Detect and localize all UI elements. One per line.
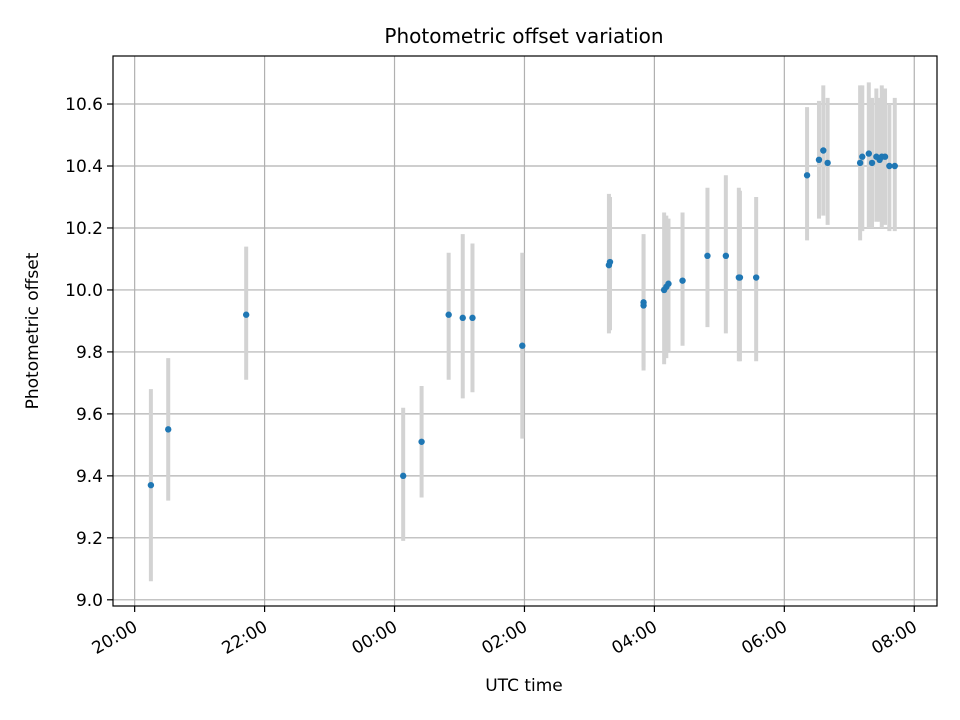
x-tick-label: 20:00: [89, 617, 141, 659]
y-tick-label: 9.6: [76, 405, 103, 425]
data-point: [242, 311, 250, 318]
grid: [113, 56, 937, 606]
y-axis-title: Photometric offset: [23, 252, 43, 409]
y-tick-label: 9.2: [76, 529, 103, 549]
data-point: [856, 159, 864, 167]
data-point: [868, 159, 876, 167]
data-point: [752, 274, 760, 281]
data-point: [469, 314, 476, 322]
y-tick-label: 9.4: [76, 467, 103, 487]
data-point: [736, 274, 744, 281]
data-point: [886, 162, 893, 170]
data-point: [859, 153, 866, 160]
x-tick-label: 04:00: [608, 617, 660, 659]
data-point: [824, 159, 831, 167]
x-tick-label: 00:00: [349, 617, 401, 659]
data-point: [640, 302, 647, 309]
data-point: [606, 258, 614, 266]
y-tick-label: 10.6: [65, 95, 103, 115]
data-point: [665, 280, 672, 287]
data-point: [679, 277, 686, 284]
y-tick-label: 10.0: [65, 281, 103, 301]
chart-title: Photometric offset variation: [384, 24, 663, 48]
data-points: [147, 147, 898, 489]
data-point: [881, 153, 889, 160]
data-point: [803, 172, 811, 179]
y-tick-label: 9.8: [76, 343, 103, 363]
x-tick-label: 08:00: [868, 617, 920, 659]
y-tick-label: 9.0: [76, 591, 103, 611]
data-point: [722, 252, 730, 260]
y-tick-label: 10.4: [65, 157, 103, 177]
data-point: [820, 147, 827, 154]
error-bars: [148, 82, 897, 582]
x-axis: 20:00 22:00 00:00 02:00 04:00 06:00 08:00: [89, 606, 921, 659]
data-point: [891, 162, 898, 170]
x-axis-title: UTC time: [485, 676, 563, 696]
data-point: [418, 438, 425, 445]
data-point: [399, 472, 407, 480]
y-tick-label: 10.2: [65, 219, 103, 239]
data-point: [815, 156, 823, 164]
data-point: [147, 481, 155, 489]
x-tick-label: 06:00: [738, 617, 790, 659]
data-point: [459, 314, 466, 322]
data-point: [865, 150, 872, 157]
data-point: [165, 426, 172, 433]
x-tick-label: 02:00: [479, 617, 531, 659]
y-axis: 9.0 9.2 9.4 9.6 9.8 10.0 10.2 10.4 10.6: [65, 95, 113, 611]
data-point: [704, 252, 711, 260]
data-point: [445, 311, 452, 318]
x-tick-label: 22:00: [219, 617, 271, 659]
data-point: [519, 342, 526, 349]
